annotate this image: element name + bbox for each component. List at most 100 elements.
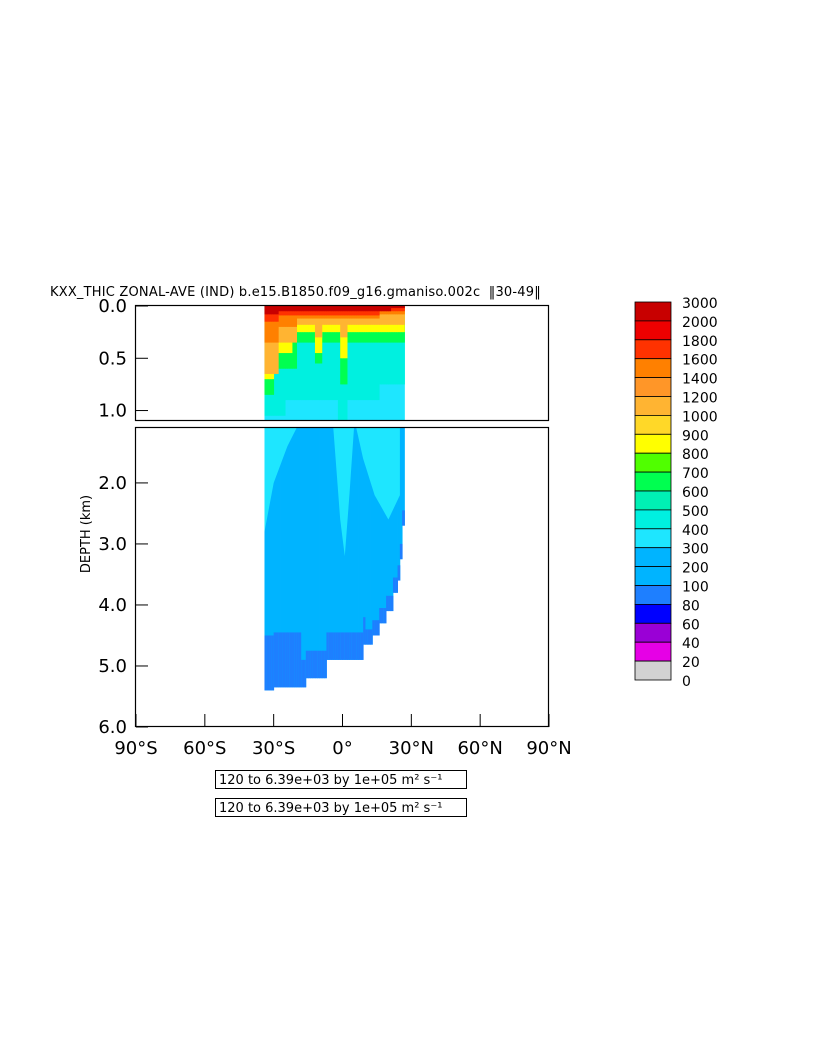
colorbar-swatch — [634, 301, 672, 322]
field-layer — [395, 306, 398, 312]
field-column-deep — [337, 632, 341, 660]
field-column — [269, 428, 272, 691]
field-column — [333, 428, 337, 660]
field-layer — [383, 306, 387, 325]
field-column-deep — [388, 595, 392, 612]
field-column-deep — [386, 595, 389, 612]
field-column — [289, 428, 293, 688]
field-layer — [349, 306, 353, 401]
field-column-deep — [344, 632, 348, 660]
field-layer — [351, 306, 355, 312]
chart-title: KXX_THIC ZONAL-AVE (IND) b.e15.B1850.f09… — [50, 285, 541, 300]
title-years: ‖30-49‖ — [488, 285, 541, 300]
colorbar-swatch — [634, 509, 672, 530]
field-column-deep — [383, 608, 387, 624]
field-layer — [360, 306, 364, 401]
field-column-deep — [326, 632, 330, 660]
colorbar-label: 1000 — [682, 409, 718, 425]
field-layer — [395, 306, 398, 325]
contour-info-line-2: 120 to 6.39e+03 by 1e+05 m² s⁻¹ — [215, 798, 467, 817]
field-layer — [294, 306, 298, 327]
field-layer — [271, 306, 275, 315]
field-column — [328, 428, 332, 660]
field-layer — [390, 306, 394, 385]
field-column-deep — [379, 608, 382, 624]
field-column — [314, 428, 318, 679]
field-layer — [372, 306, 376, 401]
field-layer — [370, 306, 373, 312]
field-column-deep — [264, 635, 268, 691]
field-column — [308, 428, 311, 679]
field-column — [360, 428, 364, 660]
field-layer — [282, 306, 286, 312]
y-tick-label-lower: 4.0 — [98, 595, 127, 616]
field-column — [388, 428, 392, 612]
colorbar-label: 700 — [682, 466, 709, 482]
field-column-deep — [395, 577, 398, 593]
field-layer — [285, 306, 288, 327]
field-layer — [296, 306, 300, 401]
field-layer — [349, 306, 353, 312]
field-column-deep — [390, 595, 394, 612]
field-layer — [289, 306, 293, 327]
field-column — [365, 428, 369, 645]
field-layer — [386, 306, 389, 385]
field-layer — [324, 306, 327, 401]
field-column — [282, 428, 286, 688]
field-layer — [399, 306, 403, 385]
colorbar-label: 600 — [682, 485, 709, 501]
field-layer — [271, 306, 275, 343]
field-column — [351, 428, 355, 660]
colorbar-label: 1400 — [682, 372, 718, 388]
y-tick-label-upper: 0.5 — [98, 348, 127, 369]
field-layer — [392, 306, 396, 312]
field-layer — [317, 306, 320, 338]
colorbar-swatch — [634, 358, 672, 379]
field-layer — [292, 306, 295, 312]
colorbar-label: 3000 — [682, 296, 718, 312]
field-column-deep — [314, 650, 318, 679]
field-layer — [353, 306, 357, 401]
field-column — [392, 428, 396, 593]
field-layer — [305, 306, 309, 312]
field-column-deep — [296, 632, 300, 688]
field-column-deep — [360, 632, 364, 660]
x-tick-label: 30°N — [389, 738, 434, 759]
colorbar-swatch — [634, 585, 672, 605]
colorbar-swatch — [634, 471, 672, 492]
field-layer — [381, 306, 385, 385]
field-layer — [390, 306, 394, 325]
field-column-deep — [285, 632, 288, 688]
field-column-deep — [340, 632, 343, 660]
field-layer — [314, 306, 318, 338]
field-column-deep — [351, 632, 355, 660]
field-layer — [402, 306, 405, 385]
colorbar-label: 300 — [682, 542, 709, 558]
field-layer — [390, 306, 394, 309]
field-layer — [376, 306, 380, 312]
field-column-deep — [303, 659, 307, 688]
colorbar-swatch — [634, 377, 672, 397]
field-layer — [379, 306, 382, 325]
field-layer — [287, 306, 291, 327]
field-layer — [269, 306, 272, 343]
field-column — [402, 428, 405, 526]
field-column — [376, 428, 380, 636]
field-layer — [331, 306, 334, 401]
field-layer — [319, 306, 323, 338]
field-layer — [402, 306, 405, 309]
field-column-deep — [294, 632, 298, 688]
field-layer — [275, 306, 279, 315]
field-layer — [303, 306, 307, 401]
field-layer — [397, 306, 401, 309]
field-layer — [376, 306, 380, 401]
colorbar-swatch — [634, 622, 672, 643]
field-layer — [328, 306, 332, 312]
field-layer — [331, 306, 334, 312]
field-layer — [347, 306, 350, 401]
field-column — [321, 428, 325, 679]
field-layer — [390, 306, 394, 312]
field-layer — [328, 306, 332, 401]
field-layer — [266, 306, 270, 343]
field-column-deep — [370, 629, 373, 645]
